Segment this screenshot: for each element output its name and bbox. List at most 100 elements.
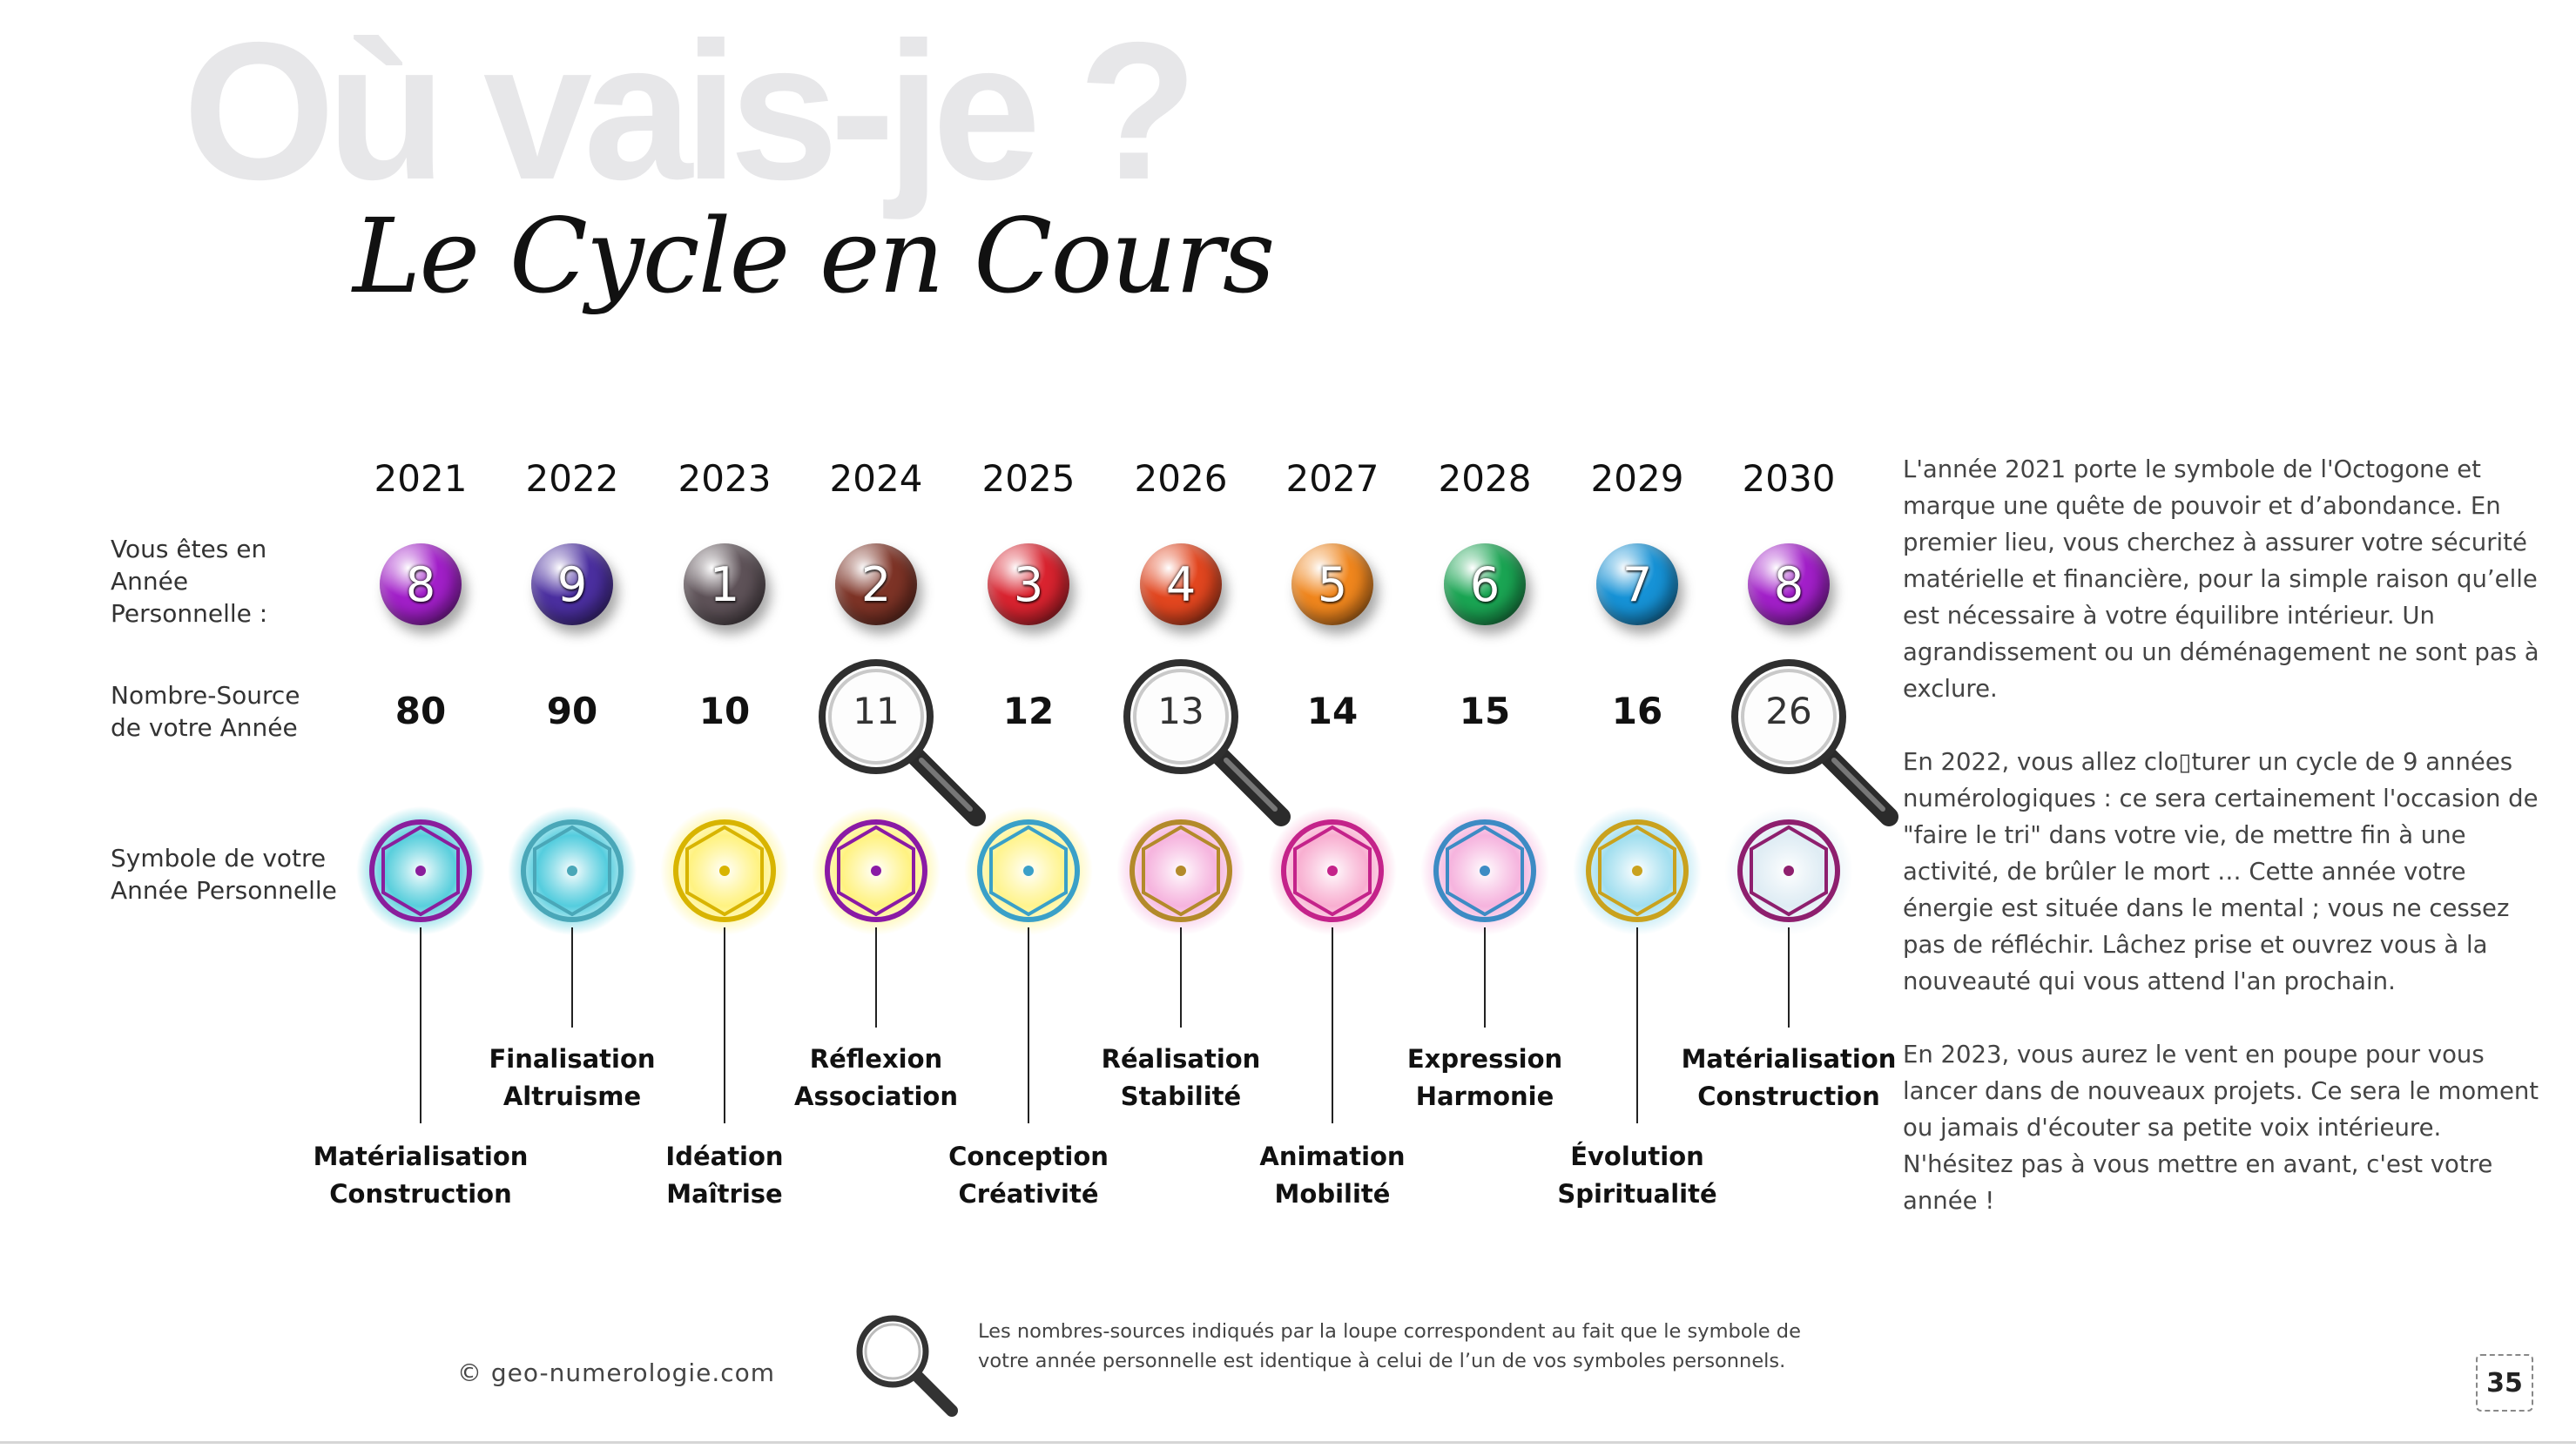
personal-year-ball: 2 <box>835 543 917 625</box>
year-label: 2021 <box>374 457 468 500</box>
meaning-line-1: Matérialisation <box>313 1142 529 1171</box>
personal-year-ball: 5 <box>1291 543 1373 625</box>
connector-line <box>1636 927 1638 1123</box>
magnifier-icon <box>819 659 986 826</box>
row-label-symbol: Symbole de votre Année Personnelle <box>111 844 337 905</box>
year-label: 2028 <box>1438 457 1532 500</box>
year-meaning: Matérialisation Construction <box>307 1138 534 1213</box>
year-meaning: Idéation Maîtrise <box>611 1138 838 1213</box>
meaning-line-2: Stabilité <box>1120 1082 1242 1111</box>
side-paragraph-2021: L'année 2021 porte le symbole de l'Octog… <box>1903 455 2539 703</box>
connector-line <box>1788 927 1790 1028</box>
meaning-line-2: Mobilité <box>1274 1179 1391 1209</box>
year-meaning: Conception Créativité <box>915 1138 1142 1213</box>
connector-line <box>1332 927 1333 1123</box>
year-label: 2026 <box>1134 457 1228 500</box>
year-label: 2022 <box>525 457 619 500</box>
year-label: 2025 <box>981 457 1076 500</box>
source-number: 11 <box>853 690 900 732</box>
footer-note: Les nombres-sources indiqués par la loup… <box>978 1320 1801 1372</box>
personal-year-number: 9 <box>556 556 588 612</box>
year-label: 2023 <box>678 457 772 500</box>
year-symbol-icon <box>1573 806 1702 935</box>
source-number: 15 <box>1459 690 1511 732</box>
source-number: 26 <box>1765 690 1812 732</box>
meaning-line-2: Altruisme <box>502 1082 642 1111</box>
row-label-personal-year: Vous êtes en Année Personnelle : <box>111 535 268 628</box>
page-number: 35 <box>2476 1354 2533 1412</box>
meaning-line-2: Maîtrise <box>666 1179 783 1209</box>
year-symbol-icon <box>1420 806 1549 935</box>
personal-year-ball: 9 <box>531 543 613 625</box>
meaning-line-1: Matérialisation <box>1681 1044 1897 1074</box>
personal-year-number: 3 <box>1013 556 1044 612</box>
personal-year-number: 7 <box>1622 556 1653 612</box>
year-meaning: Évolution Spiritualité <box>1524 1138 1750 1213</box>
personal-year-number: 5 <box>1317 556 1348 612</box>
source-number: 12 <box>1002 690 1055 732</box>
side-paragraph-2022: En 2022, vous allez clo▯turer un cycle d… <box>1903 748 2539 995</box>
meaning-line-1: Conception <box>948 1142 1109 1171</box>
personal-year-ball: 4 <box>1140 543 1222 625</box>
meaning-line-2: Construction <box>329 1179 512 1209</box>
connector-line <box>571 927 573 1028</box>
background-title: Où vais-je ? <box>183 1 1197 220</box>
year-symbol-icon <box>1268 806 1397 935</box>
connector-line <box>1028 927 1029 1123</box>
personal-year-ball: 8 <box>380 543 462 625</box>
meaning-line-1: Expression <box>1406 1044 1563 1074</box>
row-label-source-number: Nombre-Source de votre Année <box>111 681 300 742</box>
year-symbol-icon <box>1116 806 1245 935</box>
year-meaning: Matérialisation Construction <box>1676 1041 1902 1115</box>
source-number: 16 <box>1611 690 1663 732</box>
source-number: 10 <box>698 690 751 732</box>
meaning-line-2: Créativité <box>958 1179 1099 1209</box>
year-meaning: Expression Harmonie <box>1372 1041 1598 1115</box>
year-meaning: Réflexion Association <box>763 1041 989 1115</box>
year-symbol-icon <box>1724 806 1853 935</box>
personal-year-number: 1 <box>709 556 740 612</box>
year-label: 2029 <box>1590 457 1684 500</box>
year-label: 2030 <box>1742 457 1836 500</box>
source-number: 13 <box>1157 690 1204 732</box>
side-text: L'année 2021 porte le symbole de l'Octog… <box>1903 451 2547 1256</box>
meaning-line-1: Réalisation <box>1101 1044 1261 1074</box>
personal-year-ball: 7 <box>1596 543 1678 625</box>
meaning-line-1: Idéation <box>665 1142 784 1171</box>
connector-line <box>1484 927 1486 1028</box>
personal-year-ball: 3 <box>988 543 1069 625</box>
meaning-line-2: Harmonie <box>1415 1082 1554 1111</box>
meaning-line-2: Spiritualité <box>1557 1179 1717 1209</box>
personal-year-number: 8 <box>1773 556 1804 612</box>
connector-line <box>1180 927 1182 1028</box>
meaning-line-1: Évolution <box>1570 1142 1704 1171</box>
year-symbol-icon <box>964 806 1093 935</box>
personal-year-ball: 8 <box>1748 543 1830 625</box>
year-label: 2024 <box>829 457 923 500</box>
year-meaning: Animation Mobilité <box>1219 1138 1446 1213</box>
magnifier-icon <box>1123 659 1291 826</box>
personal-year-ball: 6 <box>1444 543 1526 625</box>
copyright: © geo-numerologie.com <box>457 1358 776 1387</box>
meaning-line-1: Animation <box>1259 1142 1406 1171</box>
meaning-line-1: Réflexion <box>809 1044 943 1074</box>
year-symbol-icon <box>660 806 789 935</box>
personal-year-number: 4 <box>1165 556 1197 612</box>
meaning-line-2: Construction <box>1697 1082 1880 1111</box>
meaning-line-2: Association <box>794 1082 958 1111</box>
connector-line <box>420 927 421 1123</box>
page-title: Le Cycle en Cours <box>353 196 1275 316</box>
meaning-line-1: Finalisation <box>489 1044 656 1074</box>
source-number: 80 <box>394 690 447 732</box>
connector-line <box>875 927 877 1028</box>
magnifier-icon <box>1731 659 1898 826</box>
year-label: 2027 <box>1285 457 1379 500</box>
magnifier-icon <box>856 1315 958 1417</box>
source-number: 14 <box>1306 690 1359 732</box>
year-symbol-icon <box>812 806 941 935</box>
personal-year-number: 2 <box>860 556 892 612</box>
personal-year-number: 8 <box>405 556 436 612</box>
year-symbol-icon <box>508 806 637 935</box>
source-number: 90 <box>546 690 598 732</box>
